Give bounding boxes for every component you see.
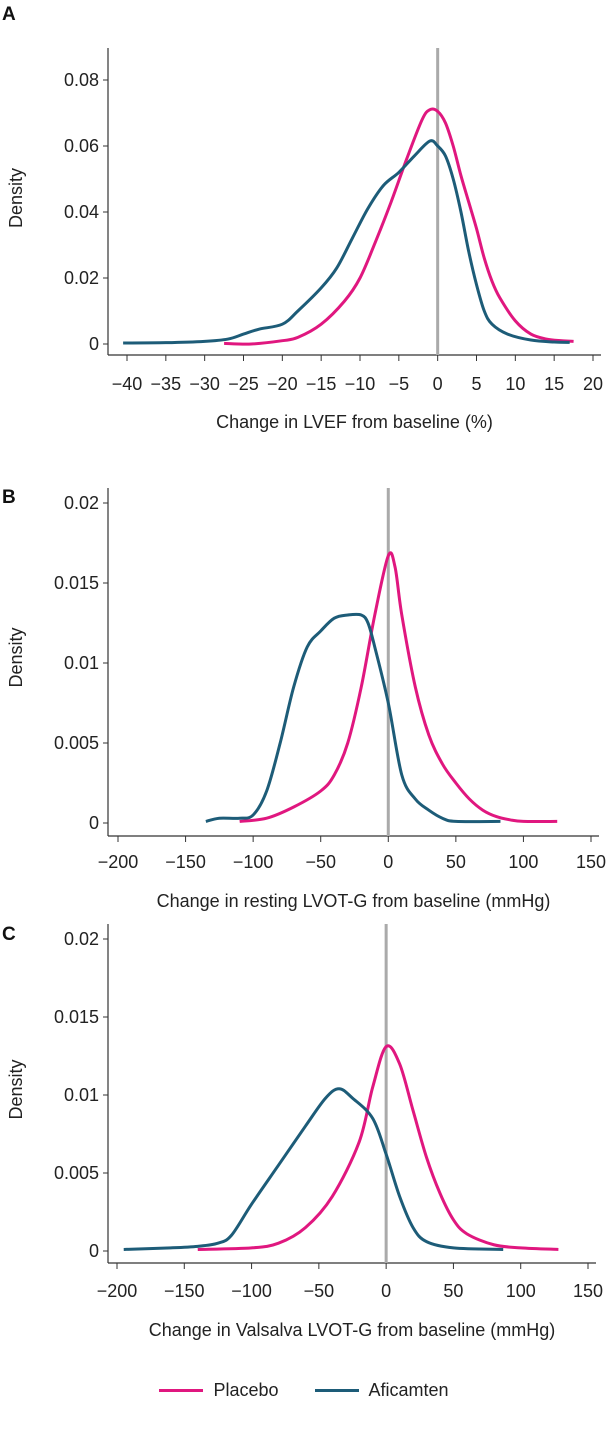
y-tick-label: 0.04 [64,202,99,222]
x-tick-label: −15 [306,374,337,394]
x-axis-label: Change in LVEF from baseline (%) [216,412,493,432]
y-tick-label: 0 [89,813,99,833]
y-tick-label: 0.02 [64,929,99,949]
panel-label: B [2,487,16,508]
y-tick-label: 0.005 [54,733,99,753]
panel-b: B 0 0.005 0.01 0.015 0.02 −200 −150 −100 −50 0 50 10… [2,487,606,911]
density-curve-placebo [224,107,574,346]
legend-swatch-aficamten [314,1389,359,1392]
panel-a: A 0 0.02 0.04 0.06 0.08 −40 −35 −30 −25 −20 −15 −10−… [2,4,603,432]
legend: Placebo Aficamten [0,1380,608,1401]
y-tick-label: 0.015 [54,573,99,593]
density-curve-placebo [239,551,558,824]
legend-item-placebo: Placebo [159,1380,279,1401]
y-tick-label: 0.01 [64,1085,99,1105]
x-tick-label: 0 [383,852,393,872]
legend-label-placebo: Placebo [213,1380,279,1400]
x-tick-label: 15 [544,374,564,394]
x-tick-label: 0 [381,1281,391,1301]
density-curve-aficamten [123,139,570,345]
x-tick-label: −35 [151,374,182,394]
x-axis-label: Change in resting LVOT-G from baseline (… [157,891,551,911]
legend-swatch-placebo [159,1389,204,1392]
y-tick-label: 0.02 [64,493,99,513]
x-tick-label: 20 [583,374,603,394]
y-tick-label: 0.01 [64,653,99,673]
legend-item-aficamten: Aficamten [314,1380,449,1401]
x-tick-label: −100 [231,1281,272,1301]
y-axis-label: Density [6,627,26,687]
x-tick-label: 100 [506,1281,536,1301]
x-tick-label: −25 [228,374,259,394]
y-tick-label: 0.08 [64,70,99,90]
x-tick-label: 10 [505,374,525,394]
y-axis-label: Density [6,1059,26,1119]
x-tick-label: −200 [97,1281,138,1301]
x-tick-label: 0 [433,374,443,394]
x-tick-label: −150 [164,1281,205,1301]
panel-label: A [2,4,16,25]
density-curve-placebo [197,1044,559,1251]
x-tick-label: 50 [446,852,466,872]
x-tick-label: −50 [304,1281,335,1301]
panel-label: C [2,924,16,945]
y-tick-label: 0 [89,334,99,354]
x-tick-label: −5 [389,374,410,394]
x-tick-label: −10 [345,374,376,394]
legend-label-aficamten: Aficamten [368,1380,449,1400]
x-tick-label: −100 [233,852,274,872]
x-tick-label: −40 [112,374,143,394]
x-axis-label: Change in Valsalva LVOT-G from baseline … [149,1320,556,1340]
x-tick-label: −50 [305,852,336,872]
x-tick-label: 100 [508,852,538,872]
density-curve-aficamten [123,1087,504,1251]
x-tick-label: −150 [165,852,206,872]
y-tick-label: 0.06 [64,136,99,156]
x-tick-label: 150 [576,852,606,872]
y-tick-label: 0.015 [54,1007,99,1027]
x-tick-label: −20 [267,374,298,394]
x-tick-label: 150 [573,1281,603,1301]
panel-c: C 0 0.005 0.01 0.015 0.02 −200 −150 −100 −50 0 50 10… [2,924,603,1340]
x-tick-label: 50 [443,1281,463,1301]
x-tick-label: 5 [471,374,481,394]
x-tick-label: −30 [189,374,220,394]
x-tick-label: −200 [98,852,139,872]
y-axis-label: Density [6,168,26,228]
density-curve-aficamten [205,612,501,824]
y-tick-label: 0.02 [64,268,99,288]
y-tick-label: 0.005 [54,1163,99,1183]
y-tick-label: 0 [89,1241,99,1261]
